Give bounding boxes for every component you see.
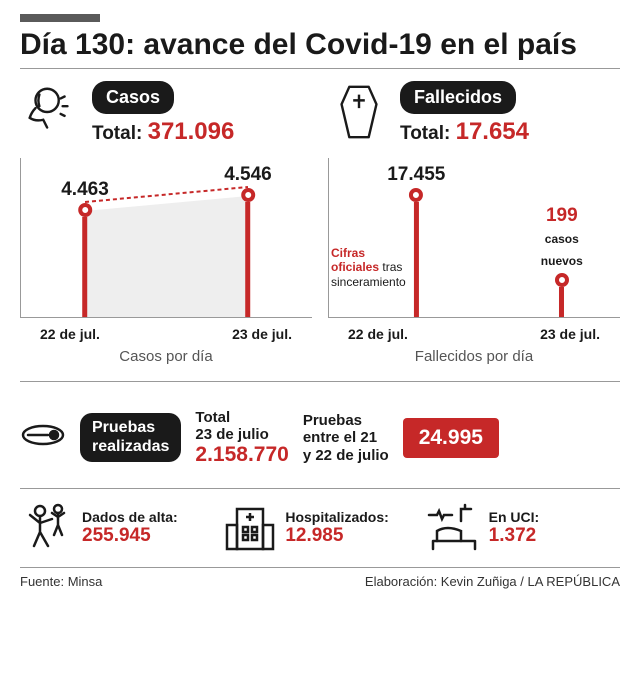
tests-badge: Pruebas realizadas bbox=[80, 413, 181, 462]
deaths-column: Fallecidos Total: 17.654 Cifrasoficiales… bbox=[328, 81, 620, 375]
hospitalized-cell: Hospitalizados: 12.985 bbox=[223, 501, 416, 555]
swab-icon bbox=[20, 412, 66, 463]
cough-icon bbox=[20, 81, 82, 143]
hospital-icon bbox=[223, 501, 277, 555]
bottom-row: Dados de alta: 255.945 Hospitalizados: 1… bbox=[20, 501, 620, 555]
discharged-icon bbox=[20, 501, 74, 555]
footer-source: Fuente: Minsa bbox=[20, 574, 102, 589]
cases-header: Casos Total: 371.096 bbox=[20, 81, 312, 146]
cases-total-label: Total: bbox=[92, 123, 142, 144]
icu-value: 1.372 bbox=[489, 525, 540, 547]
icu-label: En UCI: bbox=[489, 509, 540, 525]
cases-badge: Casos bbox=[92, 81, 174, 114]
tests-total-date: 23 de julio bbox=[195, 426, 288, 443]
footer: Fuente: Minsa Elaboración: Kevin Zuñiga … bbox=[20, 567, 620, 589]
deaths-badge: Fallecidos bbox=[400, 81, 516, 114]
cases-xlabels: 22 de jul. 23 de jul. bbox=[20, 322, 312, 342]
tests-range-value: 24.995 bbox=[403, 418, 499, 458]
discharged-cell: Dados de alta: 255.945 bbox=[20, 501, 213, 555]
tests-total-value: 2.158.770 bbox=[195, 443, 288, 467]
coffin-icon bbox=[328, 81, 390, 143]
deaths-total-label: Total: bbox=[400, 123, 450, 144]
hospitalized-label: Hospitalizados: bbox=[285, 509, 388, 525]
deaths-total-value: 17.654 bbox=[456, 118, 529, 145]
chart-point: 199casosnuevos bbox=[541, 205, 583, 317]
top-row: Casos Total: 371.096 4.463 4.546 22 de ju… bbox=[20, 81, 620, 375]
accent-bar bbox=[20, 14, 100, 22]
deaths-total: Total: 17.654 bbox=[400, 118, 529, 146]
headline: Día 130: avance del Covid-19 en el país bbox=[20, 28, 620, 69]
tests-total-label: Total bbox=[195, 409, 288, 426]
hospitalized-value: 12.985 bbox=[285, 525, 388, 547]
chart-point: 17.455 bbox=[387, 164, 445, 317]
cases-column: Casos Total: 371.096 4.463 4.546 22 de ju… bbox=[20, 81, 312, 375]
tests-total-block: Total 23 de julio 2.158.770 bbox=[195, 409, 288, 468]
divider-1 bbox=[20, 381, 620, 382]
tests-range-label: Pruebas entre el 21 y 22 de julio bbox=[303, 412, 389, 464]
discharged-value: 255.945 bbox=[82, 525, 178, 547]
tests-range-block: Pruebas entre el 21 y 22 de julio bbox=[303, 394, 389, 482]
deaths-caption: Fallecidos por día bbox=[328, 348, 620, 365]
cases-total: Total: 371.096 bbox=[92, 118, 234, 146]
deaths-chart: Cifrasoficiales trassinceramiento 17.455… bbox=[328, 158, 620, 318]
divider-2 bbox=[20, 488, 620, 489]
discharged-label: Dados de alta: bbox=[82, 509, 178, 525]
infographic: Día 130: avance del Covid-19 en el país … bbox=[0, 0, 640, 599]
cases-date-0: 22 de jul. bbox=[40, 326, 100, 342]
cases-caption: Casos por día bbox=[20, 348, 312, 365]
cases-total-value: 371.096 bbox=[148, 118, 235, 145]
cases-date-1: 23 de jul. bbox=[232, 326, 292, 342]
deaths-date-1: 23 de jul. bbox=[540, 326, 600, 342]
chart-point: 4.546 bbox=[224, 164, 272, 317]
icu-cell: En UCI: 1.372 bbox=[427, 501, 620, 555]
deaths-xlabels: 22 de jul. 23 de jul. bbox=[328, 322, 620, 342]
deaths-date-0: 22 de jul. bbox=[348, 326, 408, 342]
footer-credit: Elaboración: Kevin Zuñiga / LA REPÚBLICA bbox=[365, 574, 620, 589]
tests-row: Pruebas realizadas Total 23 de julio 2.1… bbox=[20, 394, 620, 482]
chart-point: 4.463 bbox=[61, 179, 109, 317]
cases-chart: 4.463 4.546 bbox=[20, 158, 312, 318]
deaths-header: Fallecidos Total: 17.654 bbox=[328, 81, 620, 146]
icu-bed-icon bbox=[427, 501, 481, 555]
